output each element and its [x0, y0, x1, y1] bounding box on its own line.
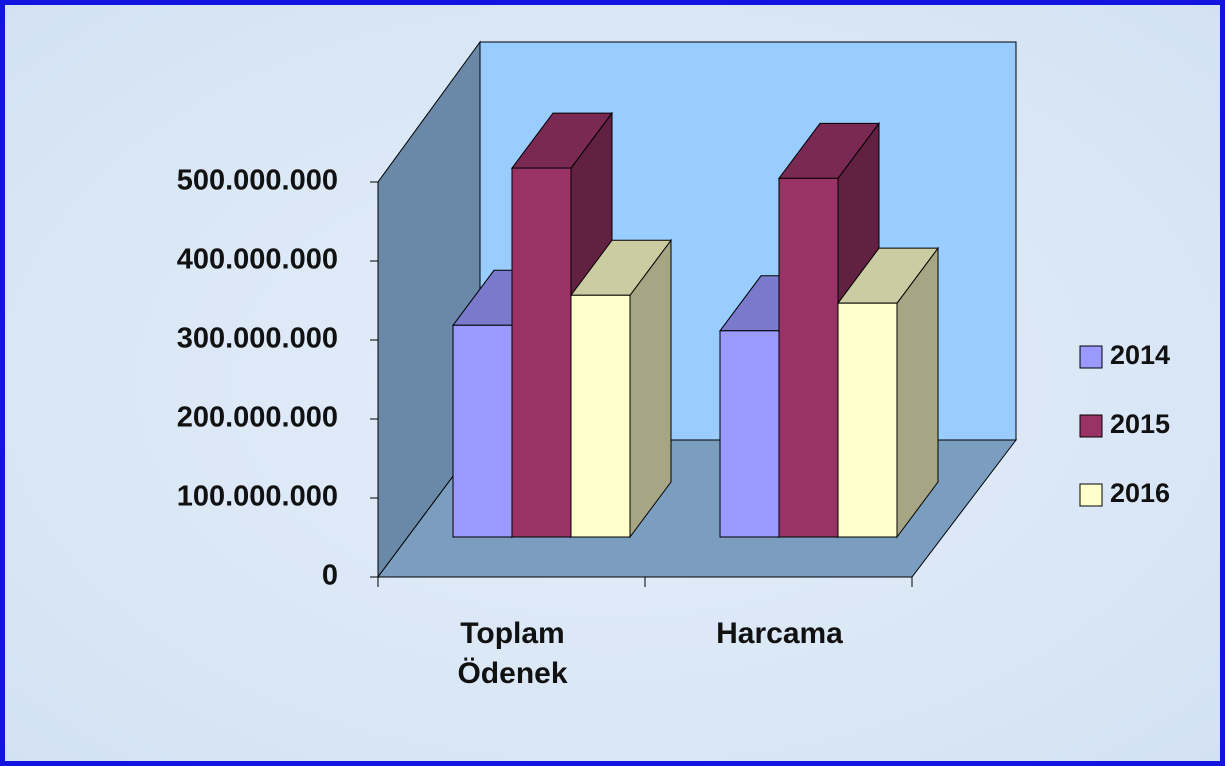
bar-front — [837, 302, 898, 538]
legend-label: 2014 — [1110, 340, 1170, 370]
x-tick-label: Toplam Ödenek — [457, 617, 568, 690]
bar-front — [719, 330, 780, 538]
legend-label: 2016 — [1110, 478, 1170, 508]
legend-swatch — [1079, 414, 1103, 438]
legend-swatch — [1079, 345, 1103, 369]
y-tick-label: 100.000.000 — [177, 481, 338, 513]
legend-swatch — [1079, 483, 1103, 507]
y-tick-label: 0 — [322, 560, 338, 592]
bar-front — [452, 324, 513, 538]
bar — [837, 246, 939, 539]
legend-label: 2015 — [1110, 409, 1170, 439]
y-tick-label: 200.000.000 — [177, 402, 338, 434]
y-tick-label: 300.000.000 — [177, 323, 338, 355]
x-tick-label: Harcama — [716, 617, 843, 650]
y-tick-label: 500.000.000 — [177, 165, 338, 197]
bar-front — [778, 177, 839, 538]
y-tick-label: 400.000.000 — [177, 244, 338, 276]
bar-front — [511, 167, 572, 538]
bar-front — [570, 294, 631, 538]
bar — [570, 238, 672, 539]
